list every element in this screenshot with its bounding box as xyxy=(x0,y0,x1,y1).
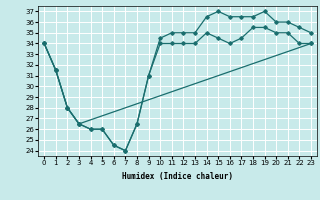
X-axis label: Humidex (Indice chaleur): Humidex (Indice chaleur) xyxy=(122,172,233,181)
